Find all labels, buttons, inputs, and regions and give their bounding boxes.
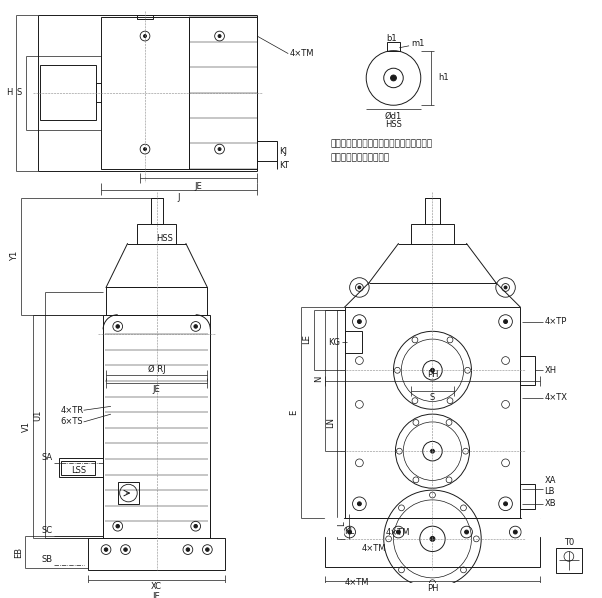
Text: S: S xyxy=(17,88,22,97)
Text: JE: JE xyxy=(194,182,202,191)
Circle shape xyxy=(514,530,517,534)
Text: LB: LB xyxy=(545,487,555,496)
Bar xyxy=(345,307,520,518)
Text: PH: PH xyxy=(427,584,438,593)
Text: XB: XB xyxy=(545,499,556,508)
Text: H: H xyxy=(6,88,13,97)
Bar xyxy=(96,83,101,102)
Text: SB: SB xyxy=(42,555,52,564)
Bar xyxy=(520,356,535,385)
Circle shape xyxy=(186,548,190,551)
Bar xyxy=(40,65,96,120)
Text: 4×TM: 4×TM xyxy=(289,49,314,58)
Text: J: J xyxy=(178,193,181,202)
Circle shape xyxy=(124,548,127,551)
Bar xyxy=(189,17,257,169)
Circle shape xyxy=(143,35,146,38)
Text: N: N xyxy=(314,376,323,382)
Text: LE: LE xyxy=(302,334,311,344)
Circle shape xyxy=(348,530,352,534)
Bar xyxy=(59,458,103,477)
Circle shape xyxy=(358,502,361,506)
Circle shape xyxy=(504,286,507,289)
Circle shape xyxy=(430,449,435,453)
Bar xyxy=(137,224,176,243)
Circle shape xyxy=(391,75,396,81)
Bar xyxy=(151,198,163,224)
Text: KT: KT xyxy=(279,161,290,170)
Text: KL: KL xyxy=(344,527,355,536)
Bar xyxy=(556,548,582,573)
Circle shape xyxy=(206,548,209,551)
Circle shape xyxy=(504,319,507,324)
Circle shape xyxy=(143,148,146,151)
Text: KJ: KJ xyxy=(279,147,288,155)
Bar xyxy=(118,483,139,504)
Circle shape xyxy=(465,530,468,534)
Circle shape xyxy=(104,548,108,551)
Text: HSS: HSS xyxy=(156,234,173,243)
Circle shape xyxy=(396,530,400,534)
Circle shape xyxy=(358,286,361,289)
Text: XA: XA xyxy=(545,476,556,485)
Text: SC: SC xyxy=(42,526,52,535)
Bar xyxy=(106,288,207,315)
Text: XC: XC xyxy=(151,582,162,591)
Text: 重量和油量仅是指导値。: 重量和油量仅是指导値。 xyxy=(330,153,389,163)
Text: h1: h1 xyxy=(438,74,449,83)
Text: EB: EB xyxy=(14,547,23,557)
Bar xyxy=(101,17,189,169)
Circle shape xyxy=(430,536,435,541)
Text: JE: JE xyxy=(153,385,161,394)
Text: b1: b1 xyxy=(386,33,397,42)
Circle shape xyxy=(358,319,361,324)
Text: XH: XH xyxy=(545,366,557,375)
Bar xyxy=(61,461,95,475)
Polygon shape xyxy=(325,518,343,536)
Circle shape xyxy=(218,148,221,151)
Text: KG: KG xyxy=(328,337,340,346)
Text: 6×TS: 6×TS xyxy=(60,417,83,426)
Text: 4×TP: 4×TP xyxy=(545,317,567,326)
Bar xyxy=(325,518,539,567)
Text: 4×TM: 4×TM xyxy=(344,578,368,587)
Circle shape xyxy=(116,325,119,328)
Circle shape xyxy=(430,368,435,372)
Text: HSS: HSS xyxy=(385,120,402,129)
Text: S: S xyxy=(430,393,435,402)
Text: Ø RJ: Ø RJ xyxy=(148,365,166,374)
Text: T0: T0 xyxy=(563,538,574,547)
Text: LN: LN xyxy=(326,417,335,428)
Circle shape xyxy=(194,325,197,328)
Bar xyxy=(137,14,153,20)
Text: LSS: LSS xyxy=(71,466,86,475)
Circle shape xyxy=(116,524,119,528)
Text: U1: U1 xyxy=(33,410,42,421)
Text: m1: m1 xyxy=(411,39,424,48)
Text: SA: SA xyxy=(42,453,52,462)
Text: E: E xyxy=(290,410,299,415)
Text: 4×TX: 4×TX xyxy=(545,393,568,402)
Circle shape xyxy=(194,524,197,528)
Text: 4×TM: 4×TM xyxy=(386,527,411,536)
Text: 4×TM: 4×TM xyxy=(362,544,386,553)
Text: Y1: Y1 xyxy=(10,251,19,261)
Bar xyxy=(520,484,535,509)
Text: Ød1: Ød1 xyxy=(385,111,402,120)
Bar xyxy=(424,198,440,224)
Text: V1: V1 xyxy=(22,421,31,432)
Text: L: L xyxy=(337,521,346,526)
Bar xyxy=(103,315,210,538)
Text: 4×TR: 4×TR xyxy=(60,405,83,415)
Bar xyxy=(88,538,225,570)
Polygon shape xyxy=(522,518,539,536)
Bar xyxy=(411,224,454,243)
Text: JE: JE xyxy=(153,592,161,598)
Circle shape xyxy=(504,502,507,506)
Circle shape xyxy=(218,35,221,38)
Text: PH: PH xyxy=(427,370,438,379)
Bar xyxy=(345,331,362,353)
Bar xyxy=(387,42,400,51)
Text: 插图仅仅作为例子，不是严格的装配关系。: 插图仅仅作为例子，不是严格的装配关系。 xyxy=(330,140,432,149)
